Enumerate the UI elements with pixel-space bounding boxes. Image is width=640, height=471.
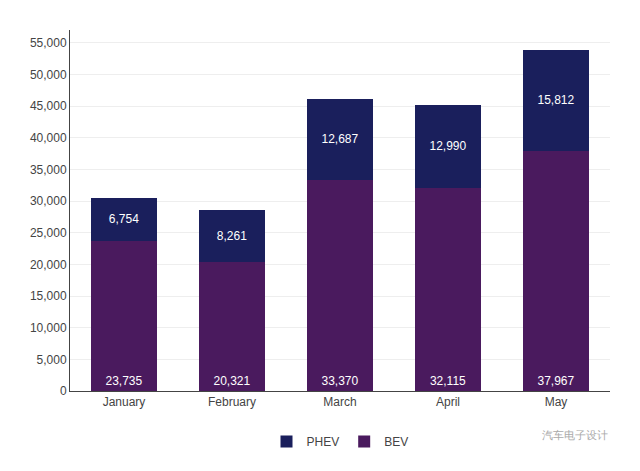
- svg-text:5,000: 5,000: [37, 353, 67, 367]
- svg-text:15,812: 15,812: [537, 93, 574, 107]
- svg-text:15,000: 15,000: [30, 289, 67, 303]
- svg-text:March: March: [323, 395, 356, 409]
- svg-text:37,967: 37,967: [537, 374, 574, 388]
- svg-text:PHEV: PHEV: [307, 435, 340, 449]
- svg-text:May: May: [545, 395, 568, 409]
- svg-text:23,735: 23,735: [105, 374, 142, 388]
- svg-text:January: January: [103, 395, 146, 409]
- svg-text:20,321: 20,321: [213, 374, 250, 388]
- svg-text:12,990: 12,990: [429, 139, 466, 153]
- svg-text:BEV: BEV: [384, 435, 408, 449]
- svg-text:50,000: 50,000: [30, 68, 67, 82]
- svg-text:25,000: 25,000: [30, 226, 67, 240]
- svg-text:10,000: 10,000: [30, 321, 67, 335]
- svg-text:40,000: 40,000: [30, 131, 67, 145]
- svg-text:February: February: [208, 395, 256, 409]
- svg-text:April: April: [436, 395, 460, 409]
- svg-text:32,115: 32,115: [430, 374, 466, 388]
- svg-text:12,687: 12,687: [321, 132, 358, 146]
- svg-text:30,000: 30,000: [30, 194, 67, 208]
- svg-text:35,000: 35,000: [30, 163, 67, 177]
- svg-text:33,370: 33,370: [321, 374, 358, 388]
- svg-text:6,754: 6,754: [109, 212, 139, 226]
- svg-text:汽车电子设计: 汽车电子设计: [542, 429, 608, 441]
- svg-text:55,000: 55,000: [30, 36, 67, 50]
- svg-text:0: 0: [60, 384, 67, 398]
- svg-text:8,261: 8,261: [217, 229, 247, 243]
- svg-text:20,000: 20,000: [30, 258, 67, 272]
- svg-text:45,000: 45,000: [30, 99, 67, 113]
